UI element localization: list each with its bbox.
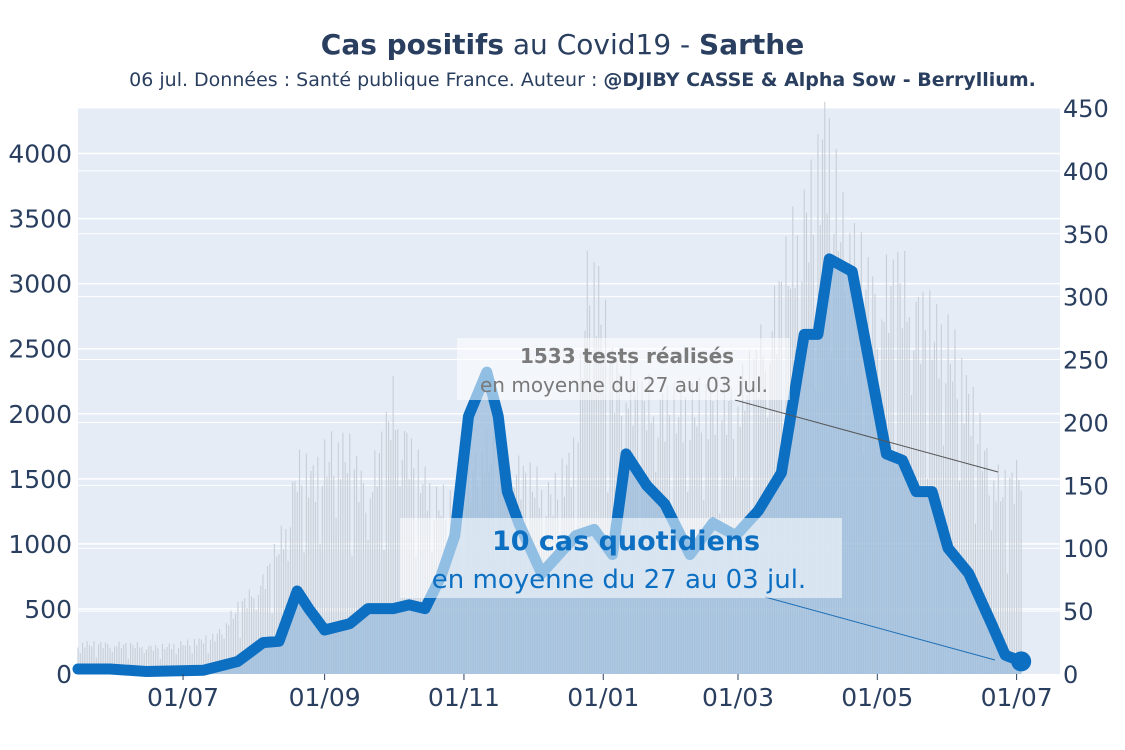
y-right-tick-label: 50 (1063, 598, 1094, 626)
x-tick-label: 01/01 (567, 683, 639, 712)
x-tick-label: 01/09 (289, 683, 361, 712)
cases-annotation-value: 10 cas quotidiens (492, 526, 760, 557)
cases-annotation-period: en moyenne du 27 au 03 jul. (432, 565, 806, 595)
subtitle-source: 06 jul. Données : Santé publique France.… (129, 69, 604, 91)
cases-annotation-arrow (764, 596, 996, 661)
tests-annotation-period: en moyenne du 27 au 03 jul. (480, 373, 768, 397)
x-tick-label: 01/11 (428, 683, 500, 712)
title-middle: au Covid19 - (504, 28, 700, 61)
y-right-tick-label: 100 (1063, 535, 1109, 563)
y-left-tick-label: 1000 (8, 530, 72, 559)
y-right-tick-label: 350 (1063, 221, 1109, 249)
y-right-tick-label: 300 (1063, 284, 1109, 312)
title-bold-region: Sarthe (699, 28, 805, 61)
x-axis: 01/07 01/09 01/11 01/01 01/03 01/05 01/07 (147, 674, 1053, 712)
x-tick-label: 01/05 (841, 683, 913, 712)
y-left-tick-label: 1500 (8, 465, 72, 494)
cases-annotation-box (400, 518, 842, 598)
y-left-tick-label: 2000 (8, 400, 72, 429)
x-tick-label: 01/07 (147, 683, 219, 712)
y-right-tick-label: 150 (1063, 472, 1109, 500)
y-axis-right: 0 50 100 150 200 250 300 350 400 450 (1063, 95, 1109, 689)
y-left-tick-label: 4000 (8, 140, 72, 169)
y-left-tick-label: 3000 (8, 270, 72, 299)
x-tick-label: 01/03 (702, 683, 774, 712)
y-left-tick-label: 2500 (8, 335, 72, 364)
y-right-tick-label: 250 (1063, 347, 1109, 375)
y-right-tick-label: 0 (1063, 661, 1078, 689)
chart-title: Cas positifs au Covid19 - Sarthe (0, 28, 1125, 61)
y-left-tick-label: 0 (56, 660, 72, 689)
cases-last-point (1011, 651, 1032, 672)
x-tick-label: 01/07 (981, 683, 1053, 712)
chart-subtitle: 06 jul. Données : Santé publique France.… (0, 69, 1125, 91)
y-right-tick-label: 450 (1063, 95, 1109, 123)
subtitle-author: @DJIBY CASSE & Alpha Sow - Berryllium. (603, 69, 1036, 91)
y-axis-left: 0 500 1000 1500 2000 2500 3000 3500 4000 (8, 140, 72, 689)
tests-annotation-value: 1533 tests réalisés (520, 344, 734, 368)
y-right-tick-label: 400 (1063, 158, 1109, 186)
tests-annotation-arrow (734, 399, 999, 473)
y-left-tick-label: 3500 (8, 205, 72, 234)
y-left-tick-label: 500 (24, 595, 72, 624)
y-right-tick-label: 200 (1063, 409, 1109, 437)
title-bold-cases: Cas positifs (320, 28, 504, 61)
tests-annotation-box (457, 338, 790, 400)
